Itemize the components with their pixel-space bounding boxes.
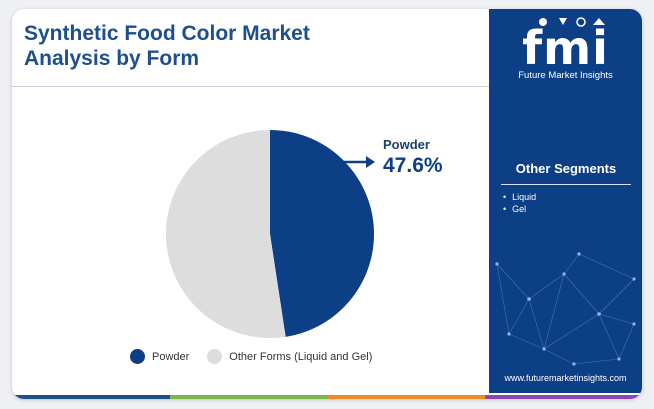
bottom-color-bar <box>12 395 642 399</box>
segment-item: Liquid <box>503 191 536 203</box>
brand-name: Future Market Insights <box>489 70 642 81</box>
callout-label: Powder <box>383 137 430 152</box>
legend-swatch-powder <box>130 349 145 364</box>
title-line-1: Synthetic Food Color Market <box>24 22 310 45</box>
callout-value: 47.6% <box>383 154 443 178</box>
page-title: Synthetic Food Color Market Analysis by … <box>24 21 310 71</box>
chart-legend: Powder Other Forms (Liquid and Gel) <box>130 349 390 364</box>
other-segments-list: Liquid Gel <box>503 191 536 215</box>
legend-label-powder: Powder <box>152 351 189 363</box>
callout-arrow-icon <box>342 155 376 169</box>
legend-label-other: Other Forms (Liquid and Gel) <box>229 351 372 363</box>
network-graphic <box>489 244 642 374</box>
website-link[interactable]: www.futuremarketinsights.com <box>489 373 642 383</box>
report-card: Synthetic Food Color Market Analysis by … <box>12 9 642 399</box>
pie-slice-other <box>166 130 286 338</box>
other-segments-title: Other Segments <box>501 161 631 176</box>
pie-chart <box>152 116 388 352</box>
other-segments-divider <box>501 184 631 185</box>
title-divider <box>12 86 489 87</box>
side-panel: fmi Future Market Insights Other Segment… <box>489 9 642 393</box>
legend-item-other: Other Forms (Liquid and Gel) <box>207 349 372 364</box>
brand-logo: fmi <box>489 23 642 73</box>
segment-item: Gel <box>503 203 536 215</box>
title-line-2: Analysis by Form <box>24 47 199 70</box>
legend-swatch-other <box>207 349 222 364</box>
legend-item-powder: Powder <box>130 349 189 364</box>
